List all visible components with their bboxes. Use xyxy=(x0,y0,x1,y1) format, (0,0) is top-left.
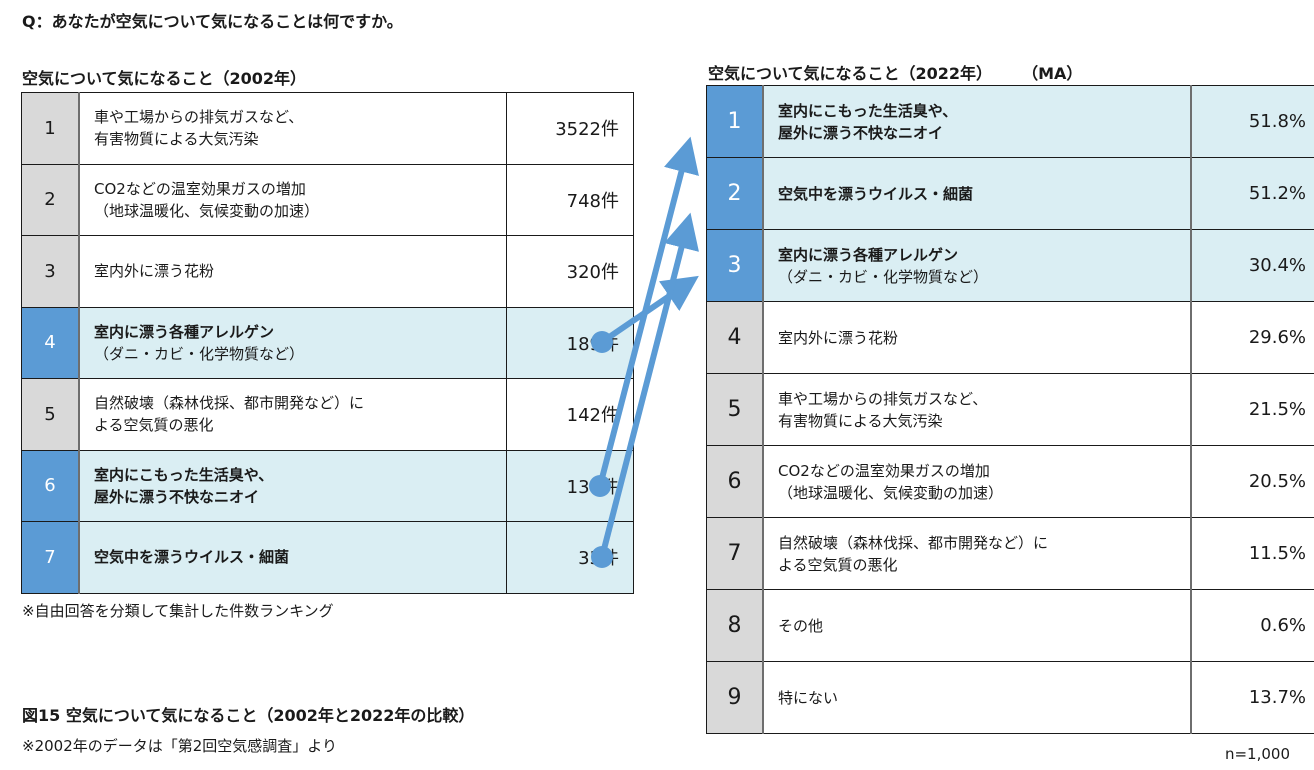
ranking-note: ※自由回答を分類して集計した件数ランキング xyxy=(22,602,334,620)
item-label: CO2などの温室効果ガスの増加 （地球温暖化、気候変動の加速） xyxy=(762,445,1192,518)
item-label: 室内外に漂う花粉 xyxy=(762,301,1192,374)
item-label: 自然破壊（森林伐採、都市開発など）に よる空気質の悪化 xyxy=(78,378,507,451)
rank-number: 6 xyxy=(706,445,764,518)
table-row: 3 室内外に漂う花粉 320件 xyxy=(21,235,634,308)
rank-number: 4 xyxy=(21,306,80,379)
survey-question: Q：あなたが空気について気になることは何ですか。 xyxy=(22,12,403,31)
table-row: 5 車や工場からの排気ガスなど、 有害物質による大気汚染 21.5% xyxy=(706,373,1314,446)
rank-number: 1 xyxy=(706,85,764,158)
table-row-highlighted: 7 空気中を漂うウイルス・細菌 35件 xyxy=(21,521,634,594)
table-row-highlighted: 3 室内に漂う各種アレルゲン （ダニ・カビ・化学物質など） 30.4% xyxy=(706,229,1314,302)
item-percent: 21.5% xyxy=(1190,373,1314,446)
table-row: 6 CO2などの温室効果ガスの増加 （地球温暖化、気候変動の加速） 20.5% xyxy=(706,445,1314,518)
item-count: 3522件 xyxy=(506,92,634,165)
rank-number: 2 xyxy=(706,157,764,230)
item-percent: 51.2% xyxy=(1190,157,1314,230)
table-row-highlighted: 4 室内に漂う各種アレルゲン （ダニ・カビ・化学物質など） 189件 xyxy=(21,306,634,379)
rank-number: 6 xyxy=(21,449,80,522)
rank-number: 7 xyxy=(21,521,80,594)
item-count: 320件 xyxy=(506,235,634,308)
item-percent: 29.6% xyxy=(1190,301,1314,374)
rank-number: 1 xyxy=(21,92,80,165)
item-label: 空気中を漂うウイルス・細菌 xyxy=(78,521,507,594)
item-percent: 0.6% xyxy=(1190,589,1314,662)
item-label: 室内にこもった生活臭や、 屋外に漂う不快なニオイ xyxy=(762,85,1192,158)
rank-number: 3 xyxy=(21,235,80,308)
ranking-table-2022: 1 室内にこもった生活臭や、 屋外に漂う不快なニオイ 51.8% 2 空気中を漂う… xyxy=(706,85,1314,734)
item-label: その他 xyxy=(762,589,1192,662)
rank-number: 5 xyxy=(706,373,764,446)
item-label: 室内に漂う各種アレルゲン （ダニ・カビ・化学物質など） xyxy=(762,229,1192,302)
table-row: 8 その他 0.6% xyxy=(706,589,1314,662)
item-label: 空気中を漂うウイルス・細菌 xyxy=(762,157,1192,230)
item-count: 189件 xyxy=(506,306,634,379)
table-row: 9 特にない 13.7% xyxy=(706,661,1314,734)
item-label: 特にない xyxy=(762,661,1192,734)
item-label: 室内に漂う各種アレルゲン （ダニ・カビ・化学物質など） xyxy=(78,306,507,379)
table-row-highlighted: 1 室内にこもった生活臭や、 屋外に漂う不快なニオイ 51.8% xyxy=(706,85,1314,158)
table-row: 2 CO2などの温室効果ガスの増加 （地球温暖化、気候変動の加速） 748件 xyxy=(21,163,634,236)
rank-number: 7 xyxy=(706,517,764,590)
source-note: ※2002年のデータは「第2回空気感調査」より xyxy=(22,737,337,755)
item-count: 137件 xyxy=(506,449,634,522)
ranking-table-2002: 1 車や工場からの排気ガスなど、 有害物質による大気汚染 3522件 2 CO2な… xyxy=(21,92,634,594)
item-percent: 20.5% xyxy=(1190,445,1314,518)
item-percent: 30.4% xyxy=(1190,229,1314,302)
item-count: 35件 xyxy=(506,521,634,594)
ma-label: （MA） xyxy=(1030,64,1083,83)
rank-number: 9 xyxy=(706,661,764,734)
table-row: 1 車や工場からの排気ガスなど、 有害物質による大気汚染 3522件 xyxy=(21,92,634,165)
rank-number: 2 xyxy=(21,163,80,236)
rank-number: 3 xyxy=(706,229,764,302)
item-label: 車や工場からの排気ガスなど、 有害物質による大気汚染 xyxy=(762,373,1192,446)
item-label: 自然破壊（森林伐採、都市開発など）に よる空気質の悪化 xyxy=(762,517,1192,590)
sample-size: n=1,000 xyxy=(1224,745,1290,763)
item-count: 142件 xyxy=(506,378,634,451)
figure-caption: 図15 空気について気になること（2002年と2022年の比較） xyxy=(22,706,475,725)
table-row-highlighted: 2 空気中を漂うウイルス・細菌 51.2% xyxy=(706,157,1314,230)
table-2022-title: 空気について気になること（2022年） （MA） xyxy=(708,64,1083,83)
rank-number: 8 xyxy=(706,589,764,662)
table-row-highlighted: 6 室内にこもった生活臭や、 屋外に漂う不快なニオイ 137件 xyxy=(21,449,634,522)
item-label: CO2などの温室効果ガスの増加 （地球温暖化、気候変動の加速） xyxy=(78,163,507,236)
item-percent: 11.5% xyxy=(1190,517,1314,590)
item-percent: 51.8% xyxy=(1190,85,1314,158)
table-row: 4 室内外に漂う花粉 29.6% xyxy=(706,301,1314,374)
rank-number: 4 xyxy=(706,301,764,374)
table-2002-title: 空気について気になること（2002年） xyxy=(22,69,307,88)
item-percent: 13.7% xyxy=(1190,661,1314,734)
table-row: 5 自然破壊（森林伐採、都市開発など）に よる空気質の悪化 142件 xyxy=(21,378,634,451)
item-label: 室内にこもった生活臭や、 屋外に漂う不快なニオイ xyxy=(78,449,507,522)
item-count: 748件 xyxy=(506,163,634,236)
table-row: 7 自然破壊（森林伐採、都市開発など）に よる空気質の悪化 11.5% xyxy=(706,517,1314,590)
item-label: 室内外に漂う花粉 xyxy=(78,235,507,308)
item-label: 車や工場からの排気ガスなど、 有害物質による大気汚染 xyxy=(78,92,507,165)
rank-number: 5 xyxy=(21,378,80,451)
